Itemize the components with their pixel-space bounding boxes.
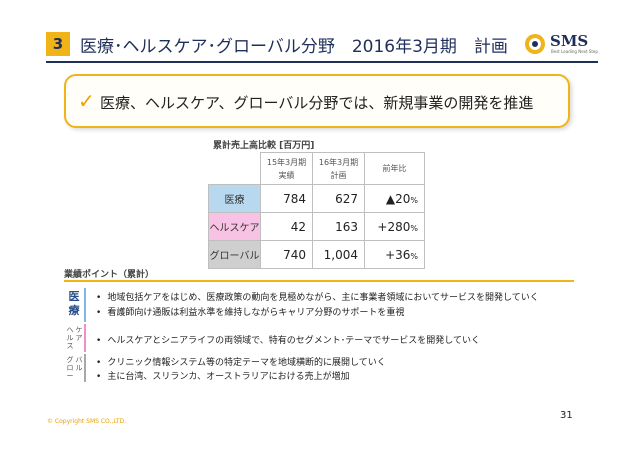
segment-medical-bar xyxy=(84,288,86,322)
row-category-healthcare: ヘルスケア xyxy=(208,212,261,241)
segment-global-label: グロー バル xyxy=(64,354,84,382)
segment-label-text: バル xyxy=(75,356,83,372)
points-title: 業績ポイント（累計） xyxy=(64,270,155,280)
bullet-item: 主に台湾、スリランカ、オーストラリアにおける売上が増加 xyxy=(96,369,349,382)
table-row: グローバル 740 1,004 +36% xyxy=(208,240,425,269)
cell-fy16: 627 xyxy=(312,184,365,213)
col-fy16-header: 16年3月期 計画 xyxy=(312,152,365,185)
table-header-row: 15年3月期 実績 16年3月期 計画 前年比 xyxy=(208,152,425,185)
table-row: 医療 784 627 ▲20% xyxy=(208,184,425,213)
segment-medical-label: 医療 xyxy=(64,288,84,322)
slide-header: 3 医療･ヘルスケア･グローバル分野 2016年3月期 計画 SMS Best … xyxy=(46,29,598,61)
segment-label-text: 医療 xyxy=(68,290,80,317)
segment-global-bar xyxy=(84,354,86,382)
page-number: 31 xyxy=(560,410,573,421)
logo-text: SMS xyxy=(550,32,589,50)
bullet-item: 地域包括ケアをはじめ、医療政策の動向を見極めながら、主に事業者領域においてサービ… xyxy=(96,290,538,303)
segment-label-text: ヘルス xyxy=(66,326,74,350)
row-category-global: グローバル xyxy=(208,240,261,269)
segment-healthcare-label: ヘルス ケア xyxy=(64,324,84,352)
segment-label-text: ケア xyxy=(75,326,83,342)
cell-yoy: +280% xyxy=(364,212,425,241)
checkmark-icon: ✓ xyxy=(78,89,95,113)
col-yoy-header: 前年比 xyxy=(364,152,425,185)
bullet-item: ヘルスケアとシニアライフの両領域で、特有のセグメント･テーマでサービスを開発して… xyxy=(96,333,480,346)
slide-title: 医療･ヘルスケア･グローバル分野 2016年3月期 計画 xyxy=(80,37,508,57)
cell-yoy: +36% xyxy=(364,240,425,269)
cell-yoy: ▲20% xyxy=(364,184,425,213)
header-divider xyxy=(46,61,598,63)
segment-label-text: グロー xyxy=(66,356,74,380)
sales-table-title: 累計売上高比較 [百万円] xyxy=(213,141,315,151)
summary-callout: ✓ 医療、ヘルスケア、グローバル分野では、新規事業の開発を推進 xyxy=(64,74,570,128)
points-divider xyxy=(64,280,574,282)
cell-fy16: 163 xyxy=(312,212,365,241)
table-row: ヘルスケア 42 163 +280% xyxy=(208,212,425,241)
bullet-item: 看護師向け通販は利益水準を維持しながらキャリア分野のサポートを重視 xyxy=(96,305,404,318)
section-number-badge: 3 xyxy=(46,32,70,56)
cell-fy16: 1,004 xyxy=(312,240,365,269)
row-category-medical: 医療 xyxy=(208,184,261,213)
logo-subtext: Best Leading Next Step xyxy=(551,49,598,54)
segment-healthcare-bar xyxy=(84,324,86,352)
empty-header-cell xyxy=(208,152,261,185)
col-fy15-header: 15年3月期 実績 xyxy=(260,152,313,185)
cell-fy15: 784 xyxy=(260,184,313,213)
sms-logo: SMS Best Leading Next Step xyxy=(524,31,604,57)
callout-text: 医療、ヘルスケア、グローバル分野では、新規事業の開発を推進 xyxy=(100,94,534,112)
points-section: 医療 地域包括ケアをはじめ、医療政策の動向を見極めながら、主に事業者領域において… xyxy=(64,284,574,382)
bullet-item: クリニック情報システム等の特定テーマを地域横断的に展開していく xyxy=(96,355,385,368)
cell-fy15: 740 xyxy=(260,240,313,269)
cell-fy15: 42 xyxy=(260,212,313,241)
copyright-text: © Copyright SMS CO.,LTD. xyxy=(47,418,127,425)
sales-comparison-table: 15年3月期 実績 16年3月期 計画 前年比 医療 784 627 ▲20% ヘル… xyxy=(208,152,425,269)
sms-logo-mark-icon xyxy=(525,34,545,54)
